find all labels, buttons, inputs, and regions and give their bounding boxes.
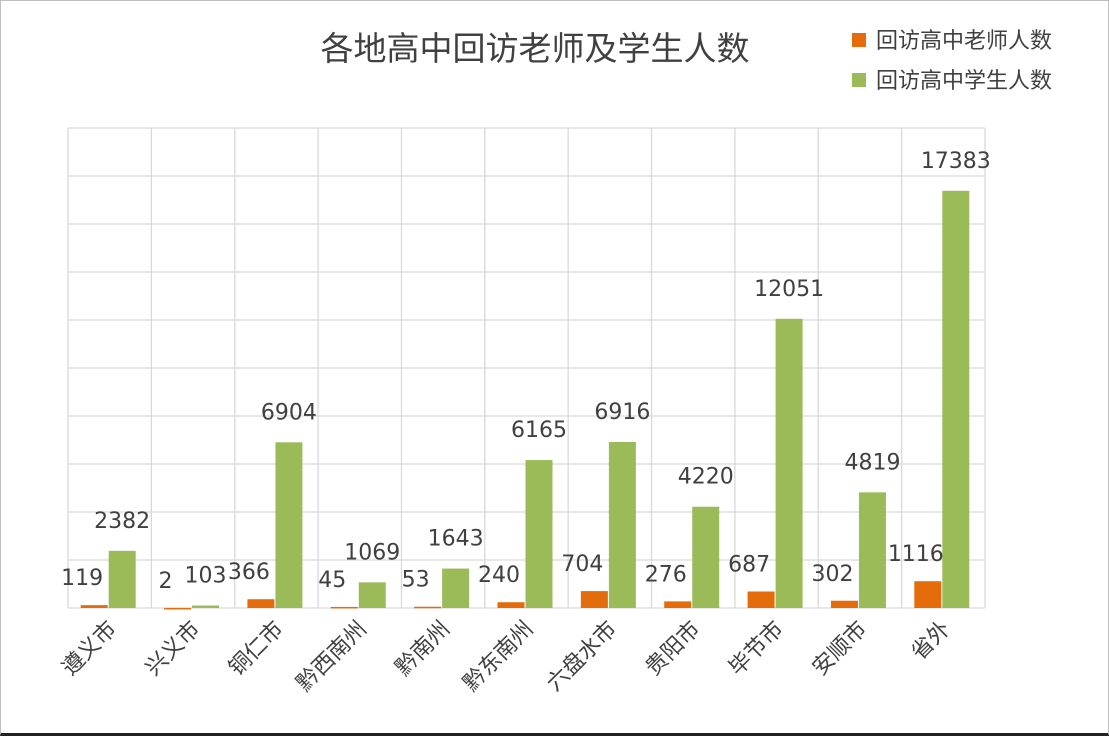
bar-students <box>608 442 636 608</box>
x-tick-label: 遵义市 <box>58 617 122 681</box>
bar-teachers <box>580 591 608 608</box>
data-label-teachers: 53 <box>402 568 430 593</box>
x-tick-label: 铜仁市 <box>224 617 288 681</box>
bar-students <box>192 605 220 608</box>
data-label-students: 1069 <box>344 540 400 565</box>
bar-students <box>358 582 386 608</box>
data-label-teachers: 2 <box>159 569 173 594</box>
bar-students <box>942 190 970 609</box>
bar-teachers <box>664 601 692 608</box>
gridlines <box>67 127 986 609</box>
bar-students <box>525 460 553 608</box>
data-label-teachers: 276 <box>645 562 687 587</box>
bar-teachers <box>830 600 858 608</box>
bar-teachers <box>497 602 525 608</box>
x-tick-label: 毕节市 <box>724 617 788 681</box>
bar-teachers <box>330 606 358 609</box>
data-label-teachers: 240 <box>478 563 520 588</box>
data-label-teachers: 687 <box>728 553 770 578</box>
data-label-teachers: 704 <box>561 552 603 577</box>
data-label-teachers: 119 <box>61 566 103 591</box>
x-axis-labels: 遵义市 兴义市 铜仁市 黔西南州 黔南州 黔东南州 六盘水市 贵阳市 毕节市 安顺市 省外 <box>58 617 956 697</box>
x-tick-label: 黔南州 <box>391 617 455 681</box>
x-tick-label: 兴义市 <box>141 617 205 681</box>
x-tick-label: 黔东南州 <box>459 617 539 697</box>
data-label-students: 6916 <box>594 400 650 425</box>
x-tick-label: 安顺市 <box>808 617 872 681</box>
data-label-students: 6904 <box>261 400 317 425</box>
legend: 回访高中老师人数 回访高中学生人数 <box>852 29 1052 94</box>
data-label-students: 12051 <box>754 277 824 302</box>
data-label-students: 4220 <box>678 465 734 490</box>
legend-label-teachers: 回访高中老师人数 <box>876 29 1052 54</box>
bar-teachers <box>164 607 192 610</box>
chart-title: 各地高中回访老师及学生人数 <box>321 29 750 68</box>
bar-students <box>858 492 886 608</box>
data-label-teachers: 366 <box>228 560 270 585</box>
bar-students <box>775 318 803 608</box>
bar-students <box>275 442 303 608</box>
bar-students <box>108 550 136 608</box>
data-label-students: 1643 <box>428 527 484 552</box>
data-label-teachers: 302 <box>811 562 853 587</box>
x-tick-label: 贵阳市 <box>641 617 705 681</box>
bar-teachers <box>247 599 275 608</box>
data-label-students: 6165 <box>511 418 567 443</box>
bar-students <box>692 506 720 608</box>
data-label-students: 2382 <box>94 509 150 534</box>
data-label-students: 4819 <box>844 450 900 475</box>
x-tick-label: 黔西南州 <box>292 617 372 697</box>
x-tick-label: 省外 <box>907 617 956 666</box>
legend-label-students: 回访高中学生人数 <box>876 69 1052 94</box>
bar-teachers <box>914 581 942 608</box>
x-tick-label: 六盘水市 <box>542 617 622 697</box>
legend-swatch-teachers <box>852 33 866 47</box>
data-label-teachers: 45 <box>318 568 346 593</box>
data-label-teachers: 1116 <box>888 542 944 567</box>
bars <box>80 190 970 610</box>
bar-teachers <box>414 606 442 609</box>
bar-teachers <box>80 605 108 608</box>
bar-students <box>442 568 470 608</box>
data-label-students: 103 <box>185 564 227 589</box>
data-label-students: 17383 <box>921 149 991 174</box>
legend-swatch-students <box>852 73 866 87</box>
bar-teachers <box>747 591 775 608</box>
